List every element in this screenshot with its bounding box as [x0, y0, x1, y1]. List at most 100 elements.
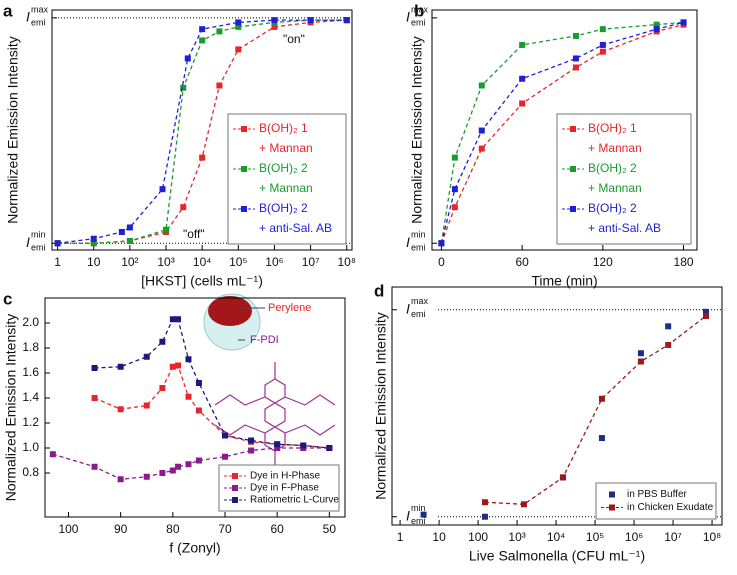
x-tick-label: 10⁴ — [547, 530, 566, 544]
marker — [159, 385, 166, 391]
x-axis-label: Live Salmonella (CFU mL⁻¹) — [469, 548, 645, 564]
legend-box — [595, 482, 717, 520]
inset-label: F-PDI — [250, 334, 279, 346]
x-tick-label: 60 — [515, 255, 529, 269]
marker — [175, 463, 182, 470]
y-tick-label: I — [406, 300, 410, 316]
x-axis-label: Time (min) — [531, 273, 597, 289]
legend-label: B(OH)₂ 2 — [588, 161, 637, 175]
y-tick-label: 1.4 — [22, 390, 39, 404]
marker — [199, 154, 206, 161]
legend-label: + Mannan — [588, 141, 642, 155]
x-tick-label: 100 — [58, 522, 78, 536]
perylene-phase — [208, 296, 252, 326]
x-tick-label: 10⁷ — [664, 530, 682, 544]
x-tick-label: 70 — [218, 522, 232, 536]
marker — [169, 363, 176, 370]
x-tick-label: 1 — [397, 530, 404, 544]
legend-marker — [232, 473, 238, 479]
x-tick-label: 0 — [438, 255, 445, 269]
legend-label: B(OH)₂ 2 — [259, 161, 308, 175]
marker — [559, 474, 566, 481]
marker — [235, 46, 242, 53]
marker — [90, 235, 97, 242]
y-tick-label: I — [406, 9, 410, 25]
legend-marker — [609, 491, 615, 498]
legend-marker — [570, 166, 576, 172]
y-axis-label: Normalized Emission Intensity — [373, 312, 389, 500]
legend-label: in PBS Buffer — [627, 489, 688, 500]
marker — [126, 224, 133, 231]
x-tick-label: 80 — [166, 522, 180, 536]
y-tick-label: 1.2 — [22, 415, 39, 429]
marker — [637, 358, 644, 365]
marker — [572, 64, 579, 71]
marker — [703, 308, 710, 315]
marker — [195, 457, 202, 464]
marker — [680, 19, 687, 26]
marker — [665, 323, 672, 330]
x-tick-label: 10⁸ — [703, 530, 721, 544]
legend-marker — [609, 504, 615, 511]
legend-marker — [570, 126, 576, 132]
x-tick-label: 10⁵ — [229, 255, 247, 269]
x-axis-label: [HKST] (cells mL⁻¹) — [141, 273, 263, 289]
legend-label: Dye in H-Phase — [250, 471, 320, 482]
y-axis-label: Normalized Emission Intensity — [409, 36, 425, 224]
marker — [653, 26, 660, 33]
marker — [185, 461, 192, 468]
marker — [307, 17, 314, 24]
x-tick-label: 90 — [114, 522, 128, 536]
marker — [481, 513, 488, 520]
marker — [143, 473, 150, 480]
marker — [481, 499, 488, 506]
plot-frame — [431, 9, 698, 251]
marker — [248, 447, 255, 454]
panel-letter: c — [3, 289, 12, 308]
marker — [90, 240, 97, 247]
marker — [143, 402, 150, 409]
y-tick-label: I — [26, 9, 30, 25]
marker — [478, 145, 485, 152]
y-tick-label: 0.8 — [22, 465, 39, 479]
x-tick-label: 10 — [87, 255, 101, 269]
marker — [216, 28, 223, 35]
marker — [248, 437, 255, 444]
y-tick-label: 1.8 — [22, 340, 39, 354]
marker — [117, 363, 124, 370]
legend-label: + Mannan — [588, 181, 642, 195]
y-tick-label-sub: emi — [411, 17, 426, 27]
y-tick-label-sup: min — [31, 230, 46, 240]
marker — [572, 32, 579, 39]
marker — [637, 350, 644, 357]
legend-label: in Chicken Exudate — [627, 502, 714, 513]
legend-label: + anti-Sal. AB — [588, 221, 661, 235]
marker — [235, 23, 242, 30]
series-line — [94, 364, 330, 449]
y-axis-label: Normalized Emission Intensity — [3, 314, 19, 502]
legend-marker — [241, 126, 247, 132]
marker — [143, 353, 150, 360]
marker — [274, 441, 281, 448]
marker — [438, 240, 445, 247]
x-tick-label: 120 — [593, 255, 613, 269]
y-tick-label: 1.6 — [22, 365, 39, 379]
marker — [665, 341, 672, 348]
x-tick-label: 10⁷ — [302, 255, 320, 269]
marker — [159, 338, 166, 345]
y-tick-label-sup: max — [411, 296, 429, 306]
marker — [572, 55, 579, 62]
x-tick-label: 10⁵ — [586, 530, 604, 544]
marker — [169, 467, 176, 474]
marker — [326, 445, 333, 451]
marker — [117, 406, 124, 413]
marker — [175, 362, 182, 369]
inset-illustration — [203, 293, 336, 466]
marker — [216, 82, 223, 89]
legend-marker — [232, 497, 238, 503]
legend-marker — [241, 206, 247, 212]
y-tick-label-sup: min — [411, 503, 426, 513]
marker — [54, 240, 61, 247]
y-tick-label-sub: emi — [31, 243, 46, 253]
